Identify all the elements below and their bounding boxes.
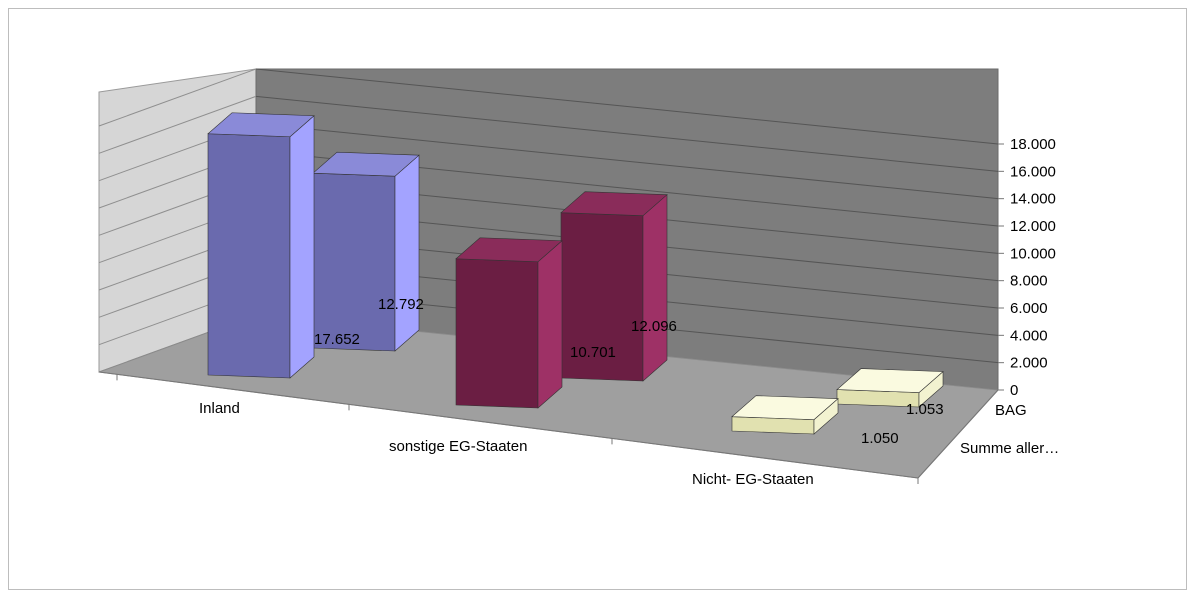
bar-side-face xyxy=(394,154,420,352)
gridline-back xyxy=(255,95,999,172)
series-label: BAG xyxy=(995,402,1027,419)
floor-front-edge xyxy=(98,371,919,479)
bar-2-0 xyxy=(731,395,839,435)
bar-side-face xyxy=(642,194,668,382)
data-labels: 17.652 12.792 10.701 12.096 1.050 1.053 xyxy=(314,296,944,447)
y-tick-label: 2.000 xyxy=(1010,355,1048,372)
category-label: Inland xyxy=(199,400,240,417)
bar-0-0 xyxy=(207,112,315,379)
category-label: Nicht- EG-Staaten xyxy=(692,471,814,488)
category-label: sonstige EG-Staaten xyxy=(389,438,527,455)
bar-2-1 xyxy=(836,368,944,408)
bar-1-0 xyxy=(455,237,563,409)
bar-front-face xyxy=(455,258,539,409)
bar-side-face xyxy=(537,240,563,409)
y-tick-label: 16.000 xyxy=(1010,163,1056,180)
data-label: 12.792 xyxy=(378,296,424,313)
data-label: 17.652 xyxy=(314,331,360,348)
data-label: 1.050 xyxy=(861,430,899,447)
gridline-back xyxy=(255,68,999,145)
gridline-side xyxy=(98,95,257,154)
bar-top-face xyxy=(731,395,839,420)
gridline-back xyxy=(255,123,999,200)
y-tick-label: 8.000 xyxy=(1010,273,1048,290)
y-tick-label: 10.000 xyxy=(1010,245,1056,262)
category-labels: Inland sonstige EG-Staaten Nicht- EG-Staat… xyxy=(116,374,919,488)
y-tick-label: 0 xyxy=(1010,382,1018,399)
bar-front-face xyxy=(207,133,291,379)
y-tick-label: 4.000 xyxy=(1010,327,1048,344)
bars xyxy=(207,112,944,435)
data-label: 10.701 xyxy=(570,344,616,361)
bar-top-face xyxy=(560,191,668,216)
y-tick-label: 14.000 xyxy=(1010,191,1056,208)
data-label: 12.096 xyxy=(631,318,677,335)
bar-side-face xyxy=(289,115,315,379)
gridline-side xyxy=(98,68,257,127)
series-label: Summe aller… xyxy=(960,440,1059,457)
data-label: 1.053 xyxy=(906,401,944,418)
y-tick-label: 6.000 xyxy=(1010,300,1048,317)
bar-1-1 xyxy=(560,191,668,382)
bar-top-face xyxy=(312,151,420,177)
series-axis-labels: Summe aller… BAG xyxy=(960,402,1059,457)
y-axis-tick-labels: 0 2.000 4.000 6.000 8.000 10.000 12.000 14.000 1… xyxy=(998,136,1056,399)
bar-top-face xyxy=(836,368,944,393)
bar-0-1 xyxy=(312,151,420,352)
bar-top-face xyxy=(455,237,563,263)
bar-top-face xyxy=(207,112,315,138)
depth-axis xyxy=(917,389,999,479)
y-tick-label: 18.000 xyxy=(1010,136,1056,153)
bar-front-face xyxy=(312,172,396,352)
y-tick-label: 12.000 xyxy=(1010,218,1056,235)
